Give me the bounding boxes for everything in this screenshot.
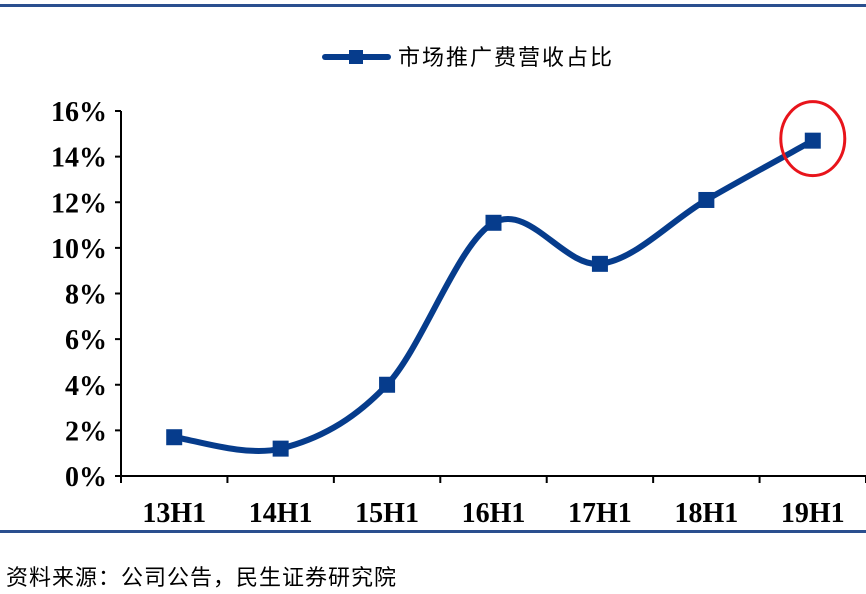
x-axis-ticks: 13H1 14H1 15H1 16H1 17H1 18H1 19H1 [120, 476, 866, 529]
x-tick-label: 14H1 [249, 498, 313, 529]
chart-axes [120, 111, 866, 477]
x-tick-label: 19H1 [781, 498, 845, 529]
data-point-19H1 [804, 132, 821, 149]
data-point-13H1 [166, 429, 183, 446]
data-point-16H1 [485, 214, 502, 231]
legend-series-marker [349, 50, 363, 64]
source-note: 资料来源：公司公告，民生证券研究院 [6, 566, 398, 591]
chart-legend: 市场推广费营收占比 [322, 46, 614, 71]
data-point-14H1 [272, 440, 289, 457]
x-tick-label: 13H1 [142, 498, 206, 529]
x-tick-label: 16H1 [462, 498, 526, 529]
y-axis-ticks: 0% 2% 4% 6% 8% 10% 12% 14% 16% [51, 97, 121, 493]
top-rule [0, 4, 866, 7]
y-tick-label: 6% [65, 325, 107, 356]
series-markers [166, 132, 821, 457]
data-point-15H1 [379, 376, 396, 393]
y-tick-label: 0% [65, 462, 107, 493]
bottom-rule [0, 530, 866, 533]
y-tick-label: 16% [51, 97, 107, 128]
x-tick-label: 18H1 [674, 498, 738, 529]
y-tick-label: 10% [51, 234, 107, 265]
y-tick-label: 14% [51, 143, 107, 174]
legend-series-label: 市场推广费营收占比 [398, 46, 614, 71]
y-tick-label: 8% [65, 280, 107, 311]
data-point-17H1 [591, 255, 608, 272]
y-tick-label: 2% [65, 416, 107, 447]
x-tick-label: 15H1 [355, 498, 419, 529]
y-tick-label: 4% [65, 371, 107, 402]
data-point-18H1 [698, 191, 715, 208]
series-line [171, 137, 816, 454]
y-tick-label: 12% [51, 188, 107, 219]
x-tick-label: 17H1 [568, 498, 632, 529]
highlight-circle [779, 100, 847, 178]
